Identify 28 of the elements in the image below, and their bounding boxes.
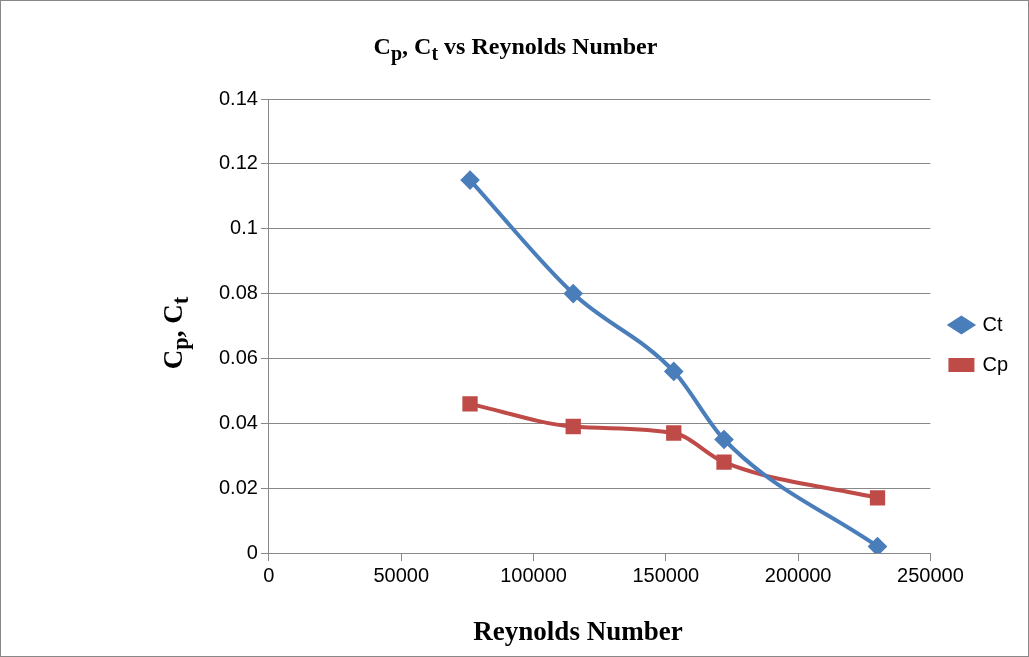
x-tick-label: 50000	[373, 563, 430, 586]
x-tick-label: 100000	[500, 563, 567, 586]
x-axis-title: Reynolds Number	[472, 616, 684, 647]
y-tick-label: 0	[246, 540, 258, 563]
legend-label: Ct	[982, 312, 1003, 335]
x-tick-label: 200000	[764, 563, 832, 586]
y-tick-label: 0.1	[230, 216, 258, 239]
point	[868, 537, 887, 553]
y-tick-label: 0.06	[218, 345, 258, 368]
y-tick-label: 0.08	[218, 281, 258, 304]
point	[461, 171, 480, 190]
y-tick-label: 0.14	[218, 86, 258, 109]
y-tick-label: 0.12	[218, 151, 258, 174]
point	[869, 490, 886, 506]
chart-title: C$_{p}$, C$_{t}$ vs Reynolds Number	[372, 33, 659, 65]
legend-label: Cp	[982, 352, 1009, 375]
point	[462, 396, 478, 412]
point	[565, 418, 581, 435]
x-tick-label: 0	[263, 563, 275, 586]
point	[666, 425, 682, 441]
point	[715, 430, 734, 449]
point	[564, 284, 583, 303]
point	[664, 362, 683, 381]
x-tick-label: 150000	[632, 563, 700, 586]
y-tick-label: 0.04	[218, 410, 258, 433]
x-tick-label: 250000	[897, 563, 964, 586]
point	[716, 454, 732, 470]
y-tick-label: 0.02	[218, 475, 258, 498]
